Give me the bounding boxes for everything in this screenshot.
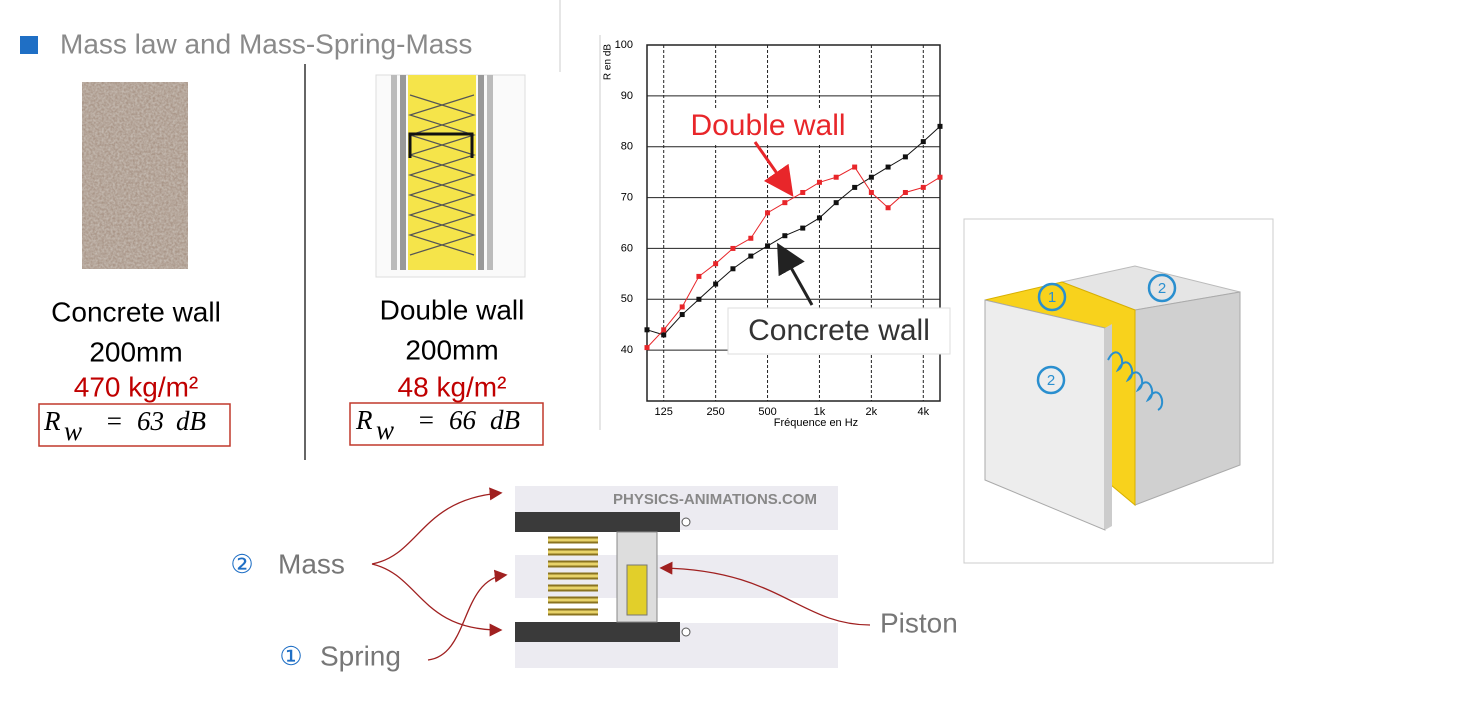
annotation: Concrete wall: [748, 314, 930, 347]
data-point: [730, 245, 736, 251]
data-point: [868, 189, 874, 195]
data-point: [765, 243, 771, 249]
formula-equals: =: [417, 405, 435, 435]
site-label: PHYSICS-ANIMATIONS.COM: [613, 491, 817, 508]
piston-label: Piston: [880, 607, 958, 638]
y-tick-label: 40: [621, 344, 633, 356]
data-point: [679, 304, 685, 310]
double-wall-image: [375, 74, 526, 278]
formula-symbol: R: [43, 406, 61, 436]
x-axis-label: Fréquence en Hz: [774, 417, 858, 429]
data-point: [661, 327, 667, 333]
data-point: [730, 266, 736, 272]
annotation-bg: [678, 110, 860, 144]
x-tick-label: 4k: [917, 406, 929, 418]
mass-label: Mass: [278, 548, 345, 579]
formula-value: 66: [449, 405, 477, 435]
data-point: [885, 164, 891, 170]
spring-label: Spring: [320, 640, 401, 671]
formula-unit: dB: [490, 405, 520, 435]
y-tick-label: 90: [621, 90, 633, 102]
formula-equals: =: [105, 406, 123, 436]
formula-subscript: w: [376, 415, 394, 445]
y-axis-label: R en dB: [603, 44, 614, 80]
y-tick-label: 60: [621, 242, 633, 254]
y-tick-label: 50: [621, 293, 633, 305]
data-point: [816, 179, 822, 185]
x-tick-label: 500: [758, 406, 776, 418]
formula-unit: dB: [176, 406, 206, 436]
series-line: [646, 166, 941, 348]
arrows: [371, 487, 871, 661]
y-tick-label: 70: [621, 191, 633, 203]
formula-value: 63: [137, 406, 164, 436]
data-point: [937, 123, 943, 129]
data-point: [748, 235, 754, 241]
data-point: [644, 327, 650, 333]
annotation-bg: [727, 307, 951, 355]
data-point: [661, 332, 667, 338]
data-point: [748, 253, 754, 259]
series-line: [646, 126, 941, 336]
chart-background: [600, 35, 950, 430]
formula-box: [38, 403, 231, 447]
wall-name: Double wall: [380, 294, 525, 325]
data-point: [696, 273, 702, 279]
spring-mark: ①: [279, 641, 302, 671]
data-point: [713, 261, 719, 267]
data-point: [696, 296, 702, 302]
box-label: 2: [1158, 280, 1166, 297]
data-point: [782, 200, 788, 206]
data-point: [902, 189, 908, 195]
annotation-arrow: [777, 242, 814, 306]
data-point: [679, 312, 685, 318]
data-point: [902, 154, 908, 160]
formula-subscript: w: [64, 416, 82, 446]
title: Mass law and Mass-Spring-Mass: [60, 28, 472, 59]
data-point: [885, 205, 891, 211]
data-point: [920, 139, 926, 145]
data-point: [816, 215, 822, 221]
spring-image: [515, 486, 838, 668]
data-point: [713, 281, 719, 287]
data-point: [868, 174, 874, 180]
wall-mass: 470 kg/m²: [74, 371, 199, 402]
wall-name: Concrete wall: [51, 296, 221, 327]
data-point: [833, 200, 839, 206]
annotation: Double wall: [690, 109, 845, 142]
data-point: [644, 345, 650, 351]
chart: 40 50 60 70 80 90 100 125 250 500 1k 2k 4k: [615, 39, 943, 418]
mass-mark: ②: [230, 549, 253, 579]
box-label: 1: [1048, 289, 1056, 306]
x-tick-label: 250: [706, 406, 724, 418]
x-tick-label: 2k: [866, 406, 878, 418]
x-tick-label: 1k: [814, 406, 826, 418]
data-point: [937, 174, 943, 180]
formula-box: [349, 402, 544, 446]
wall-mass: 48 kg/m²: [398, 371, 507, 402]
data-point: [920, 184, 926, 190]
box-image: [963, 218, 1274, 564]
box-label: 2: [1047, 372, 1055, 389]
data-point: [800, 189, 806, 195]
formula-symbol: R: [355, 405, 373, 435]
data-point: [782, 233, 788, 239]
y-tick-label: 80: [621, 141, 633, 153]
data-point: [800, 225, 806, 231]
wall-thickness: 200mm: [89, 336, 182, 367]
concrete-texture: [82, 82, 188, 269]
data-point: [852, 184, 858, 190]
data-point: [852, 164, 858, 170]
data-point: [833, 174, 839, 180]
y-tick-label: 100: [615, 39, 633, 51]
x-tick-label: 125: [655, 406, 673, 418]
bullet: [20, 36, 38, 54]
wall-thickness: 200mm: [405, 334, 498, 365]
data-point: [765, 210, 771, 216]
annotation-arrow: [753, 141, 794, 197]
